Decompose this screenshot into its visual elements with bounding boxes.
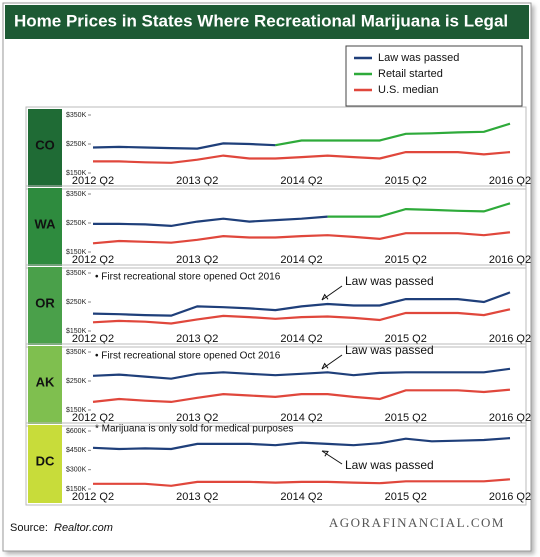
series-line xyxy=(93,151,511,164)
x-tick-label: 2015 Q2 xyxy=(385,175,427,187)
series-line xyxy=(93,215,328,228)
x-tick-label: 2012 Q2 xyxy=(72,491,114,503)
x-tick-label: 2016 Q2 xyxy=(489,491,531,503)
source-label: Source: xyxy=(10,522,48,534)
x-tick-label: 2015 Q2 xyxy=(385,412,427,424)
chart-title: Home Prices in States Where Recreational… xyxy=(14,11,508,30)
series-line xyxy=(92,388,511,404)
annotation: Law was passed xyxy=(345,458,434,472)
source: Realtor.com xyxy=(54,522,113,534)
legend-label: Law was passed xyxy=(378,52,459,64)
x-tick-label: 2014 Q2 xyxy=(280,412,322,424)
annotation: * Marijuana is only sold for medical pur… xyxy=(95,424,293,435)
state-box xyxy=(28,346,62,424)
y-tick-label: $350K xyxy=(66,349,87,356)
panel-frame xyxy=(25,185,527,269)
arrow xyxy=(321,450,343,465)
y-tick-label: $600K xyxy=(66,428,87,435)
panel-frame xyxy=(25,106,527,190)
x-tick-label: 2013 Q2 xyxy=(176,254,218,266)
x-tick-label: 2013 Q2 xyxy=(176,412,218,424)
annotation: • First recreational store opened Oct 20… xyxy=(95,351,281,362)
arrow-head xyxy=(321,450,329,457)
series-line xyxy=(93,478,511,487)
x-tick-label: 2016 Q2 xyxy=(489,254,531,266)
state-label: AK xyxy=(36,374,55,389)
x-tick-label: 2015 Q2 xyxy=(385,333,427,345)
arrow xyxy=(321,354,343,370)
series-line xyxy=(327,202,511,218)
title-bar xyxy=(5,5,529,39)
state-box xyxy=(28,188,62,266)
state-label: OR xyxy=(35,295,55,310)
x-tick-label: 2016 Q2 xyxy=(489,175,531,187)
x-tick-label: 2013 Q2 xyxy=(176,175,218,187)
y-tick-label: $150K xyxy=(66,328,87,335)
y-tick-label: $450K xyxy=(66,447,87,454)
series-line xyxy=(92,291,511,317)
annotation: Law was passed xyxy=(345,274,434,288)
series-line xyxy=(92,142,276,150)
state-box xyxy=(28,109,62,187)
x-tick-label: 2012 Q2 xyxy=(72,333,114,345)
y-tick-label: $150K xyxy=(66,407,87,414)
y-tick-label: $250K xyxy=(66,141,87,148)
x-tick-label: 2016 Q2 xyxy=(489,412,531,424)
state-label: WA xyxy=(35,216,57,231)
state-label: CO xyxy=(35,137,55,152)
x-tick-label: 2015 Q2 xyxy=(385,491,427,503)
y-tick-label: $350K xyxy=(66,191,87,198)
credit: AGORAFINANCIAL.COM xyxy=(329,515,505,530)
y-tick-label: $150K xyxy=(66,249,87,256)
state-label: DC xyxy=(36,453,55,468)
y-tick-label: $250K xyxy=(66,378,87,385)
y-tick-label: $250K xyxy=(66,299,87,306)
series-line xyxy=(92,231,511,245)
arrow xyxy=(321,285,343,301)
y-tick-label: $300K xyxy=(66,467,87,474)
y-tick-label: $350K xyxy=(66,112,87,119)
x-tick-label: 2012 Q2 xyxy=(72,254,114,266)
legend-label: Retail started xyxy=(378,68,443,80)
series-line xyxy=(275,122,511,147)
x-tick-label: 2014 Q2 xyxy=(280,491,322,503)
x-tick-label: 2014 Q2 xyxy=(280,254,322,266)
x-tick-label: 2014 Q2 xyxy=(280,175,322,187)
panel-frame xyxy=(25,343,527,427)
y-tick-label: $150K xyxy=(66,486,87,493)
panel-frame xyxy=(25,264,527,348)
panel-frame xyxy=(25,422,527,506)
series-line xyxy=(92,367,511,380)
arrow-head xyxy=(321,362,329,370)
state-box xyxy=(28,425,62,503)
series-line xyxy=(92,437,511,451)
x-tick-label: 2014 Q2 xyxy=(280,333,322,345)
legend xyxy=(345,45,523,107)
state-box xyxy=(28,267,62,345)
y-tick-label: $250K xyxy=(66,220,87,227)
x-tick-label: 2012 Q2 xyxy=(72,412,114,424)
arrow-head xyxy=(321,293,329,301)
y-tick-label: $150K xyxy=(66,170,87,177)
annotation: Law was passed xyxy=(345,343,434,357)
legend-label: U.S. median xyxy=(378,84,439,96)
x-tick-label: 2016 Q2 xyxy=(489,333,531,345)
y-tick-label: $350K xyxy=(66,270,87,277)
x-tick-label: 2012 Q2 xyxy=(72,175,114,187)
annotation: • First recreational store opened Oct 20… xyxy=(95,272,281,283)
x-tick-label: 2013 Q2 xyxy=(176,333,218,345)
series-line xyxy=(92,308,511,325)
x-tick-label: 2013 Q2 xyxy=(176,491,218,503)
x-tick-label: 2015 Q2 xyxy=(385,254,427,266)
